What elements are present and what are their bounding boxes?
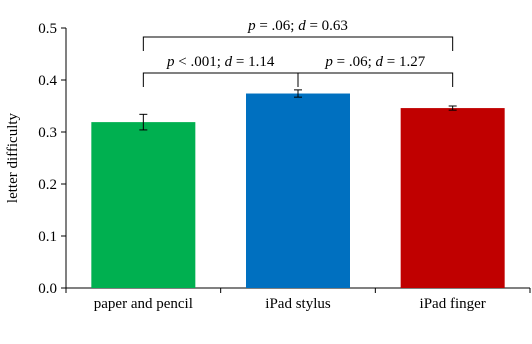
comparison-bracket <box>142 36 454 51</box>
x-tick-label: iPad finger <box>420 296 486 312</box>
y-tick-label: 0.1 <box>38 229 57 245</box>
y-tick-label: 0.3 <box>38 125 57 141</box>
comparison-bracket <box>297 72 454 87</box>
comparison-label: p < .001; d = 1.14 <box>166 54 275 70</box>
x-tick-label: iPad stylus <box>265 296 331 312</box>
significance-annotations: p < .001; d = 1.14 p = .06; d = 1.27 p = .… <box>142 18 454 87</box>
bar <box>246 93 350 289</box>
bars: paper and pencil iPad stylus iPad finger <box>91 89 505 312</box>
y-tick-label: 0.2 <box>38 177 57 193</box>
comparison-bracket <box>142 72 299 87</box>
x-tick-label: paper and pencil <box>94 296 193 312</box>
y-tick-label: 0.5 <box>38 21 57 37</box>
comparison-label: p = .06; d = 1.27 <box>324 54 425 70</box>
bar <box>91 122 196 289</box>
comparison-label: p = .06; d = 0.63 <box>247 18 348 34</box>
bar <box>400 108 505 288</box>
y-tick-label: 0.0 <box>38 281 57 297</box>
y-axis-label: letter difficulty <box>5 112 21 203</box>
y-tick-label: 0.4 <box>38 73 57 89</box>
